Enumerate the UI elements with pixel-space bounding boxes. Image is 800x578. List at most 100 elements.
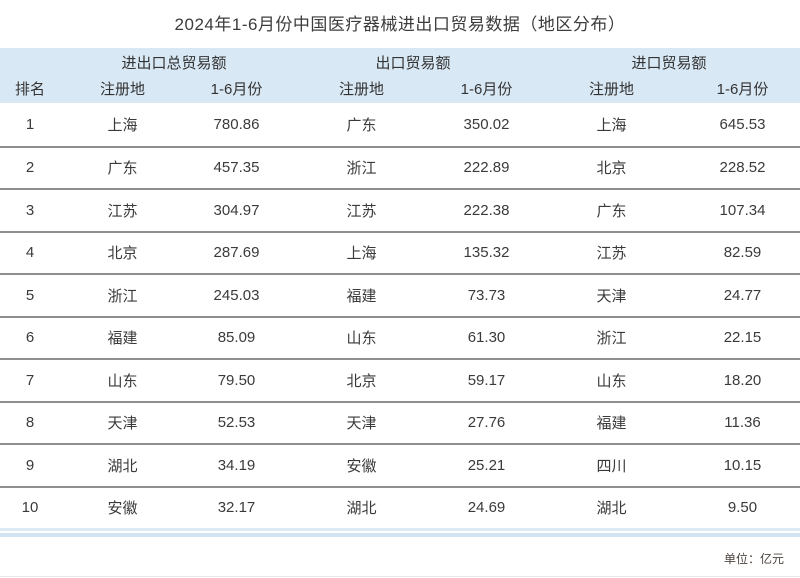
total-region-cell: 湖北 <box>107 457 138 475</box>
total-region-cell: 福建 <box>107 330 138 348</box>
column-header-import-region: 注册地 <box>588 81 634 98</box>
export-value-cell: 222.89 <box>463 159 510 177</box>
table-row: 1 上海 780.86 广东 350.02 上海 645.53 <box>0 103 800 146</box>
table-body: 1 上海 780.86 广东 350.02 上海 645.53 2 广东 457… <box>0 103 800 528</box>
import-region-cell: 四川 <box>596 457 627 475</box>
total-value-cell: 52.53 <box>217 414 256 432</box>
rank-cell: 1 <box>25 115 35 133</box>
import-value-cell: 645.53 <box>719 115 766 133</box>
unit-note: 单位：亿元 <box>723 552 784 566</box>
total-value-cell: 32.17 <box>217 499 256 517</box>
import-value-cell: 10.15 <box>723 456 762 474</box>
total-region-cell: 北京 <box>107 245 138 263</box>
export-value-cell: 350.02 <box>463 115 510 133</box>
total-region-cell: 上海 <box>107 116 138 134</box>
table-row: 9 湖北 34.19 安徽 25.21 四川 10.15 <box>0 443 800 486</box>
export-region-cell: 湖北 <box>346 500 377 518</box>
table-row: 7 山东 79.50 北京 59.17 山东 18.20 <box>0 358 800 401</box>
import-value-cell: 24.77 <box>723 286 762 304</box>
table-row: 3 江苏 304.97 江苏 222.38 广东 107.34 <box>0 188 800 231</box>
table-row: 5 浙江 245.03 福建 73.73 天津 24.77 <box>0 273 800 316</box>
rank-cell: 9 <box>25 456 35 474</box>
import-region-cell: 上海 <box>596 116 627 134</box>
export-value-cell: 135.32 <box>463 244 510 262</box>
column-header-total-region: 注册地 <box>99 81 145 98</box>
accent-line-light <box>0 528 800 531</box>
column-group-import-trade: 进口贸易额 <box>631 55 707 72</box>
table-row: 2 广东 457.35 浙江 222.89 北京 228.52 <box>0 145 800 189</box>
export-region-cell: 江苏 <box>346 202 377 220</box>
accent-line-gap <box>0 531 800 533</box>
table-header-grid: 进出口总贸易额 出口贸易额 进口贸易额 排名 注册地 1-6月份 注册地 1-6… <box>0 48 800 103</box>
export-value-cell: 59.17 <box>467 371 506 389</box>
import-region-cell: 北京 <box>596 160 627 178</box>
table-row: 8 天津 52.53 天津 27.76 福建 11.36 <box>0 400 800 444</box>
export-region-cell: 北京 <box>346 372 377 390</box>
column-header-export-period: 1-6月份 <box>460 81 513 98</box>
export-value-cell: 61.30 <box>467 329 506 347</box>
column-header-total-period: 1-6月份 <box>210 81 263 98</box>
rank-cell: 6 <box>25 329 35 347</box>
column-group-export-trade: 出口贸易额 <box>375 55 451 72</box>
export-region-cell: 上海 <box>346 245 377 263</box>
total-value-cell: 304.97 <box>213 201 260 219</box>
rank-cell: 8 <box>25 414 35 432</box>
accent-line-strong <box>0 533 800 537</box>
rank-cell: 4 <box>25 244 35 262</box>
column-header-rank: 排名 <box>14 81 45 98</box>
import-region-cell: 江苏 <box>596 245 627 263</box>
table-row: 10 安徽 32.17 湖北 24.69 湖北 9.50 <box>0 485 800 529</box>
total-value-cell: 780.86 <box>213 115 260 133</box>
import-value-cell: 9.50 <box>727 499 758 517</box>
bottom-edge-divider <box>0 576 800 577</box>
total-value-cell: 85.09 <box>217 329 256 347</box>
total-region-cell: 天津 <box>107 415 138 433</box>
export-region-cell: 安徽 <box>346 457 377 475</box>
table-header: 进出口总贸易额 出口贸易额 进口贸易额 排名 注册地 1-6月份 注册地 1-6… <box>0 48 800 103</box>
import-region-cell: 福建 <box>596 415 627 433</box>
import-region-cell: 浙江 <box>596 330 627 348</box>
total-region-cell: 浙江 <box>107 287 138 305</box>
rank-cell: 3 <box>25 201 35 219</box>
export-value-cell: 222.38 <box>463 201 510 219</box>
export-value-cell: 24.69 <box>467 499 506 517</box>
table-row: 6 福建 85.09 山东 61.30 浙江 22.15 <box>0 315 800 359</box>
table-row: 4 北京 287.69 上海 135.32 江苏 82.59 <box>0 230 800 274</box>
import-value-cell: 107.34 <box>719 201 766 219</box>
page-title: 2024年1-6月份中国医疗器械进出口贸易数据（地区分布） <box>174 15 626 34</box>
import-value-cell: 22.15 <box>723 329 762 347</box>
export-value-cell: 25.21 <box>467 456 506 474</box>
rank-cell: 7 <box>25 371 35 389</box>
total-region-cell: 安徽 <box>107 500 138 518</box>
export-region-cell: 天津 <box>346 415 377 433</box>
total-region-cell: 山东 <box>107 372 138 390</box>
column-header-export-region: 注册地 <box>338 81 384 98</box>
export-value-cell: 73.73 <box>467 286 506 304</box>
total-value-cell: 79.50 <box>217 371 256 389</box>
total-value-cell: 245.03 <box>213 286 260 304</box>
column-group-total-trade: 进出口总贸易额 <box>121 55 227 72</box>
import-region-cell: 广东 <box>596 202 627 220</box>
column-header-import-period: 1-6月份 <box>716 81 769 98</box>
total-value-cell: 457.35 <box>213 159 260 177</box>
total-value-cell: 34.19 <box>217 456 256 474</box>
import-value-cell: 228.52 <box>719 159 766 177</box>
export-region-cell: 浙江 <box>346 160 377 178</box>
rank-cell: 5 <box>25 286 35 304</box>
export-value-cell: 27.76 <box>467 414 506 432</box>
rank-cell: 2 <box>25 159 35 177</box>
import-value-cell: 82.59 <box>723 244 762 262</box>
export-region-cell: 福建 <box>346 287 377 305</box>
import-value-cell: 18.20 <box>723 371 762 389</box>
total-value-cell: 287.69 <box>213 244 260 262</box>
import-value-cell: 11.36 <box>724 414 761 432</box>
total-region-cell: 江苏 <box>107 202 138 220</box>
import-region-cell: 山东 <box>596 372 627 390</box>
import-region-cell: 天津 <box>596 287 627 305</box>
import-region-cell: 湖北 <box>596 500 627 518</box>
total-region-cell: 广东 <box>107 160 138 178</box>
export-region-cell: 山东 <box>346 330 377 348</box>
rank-cell: 10 <box>21 499 39 517</box>
export-region-cell: 广东 <box>346 116 377 134</box>
